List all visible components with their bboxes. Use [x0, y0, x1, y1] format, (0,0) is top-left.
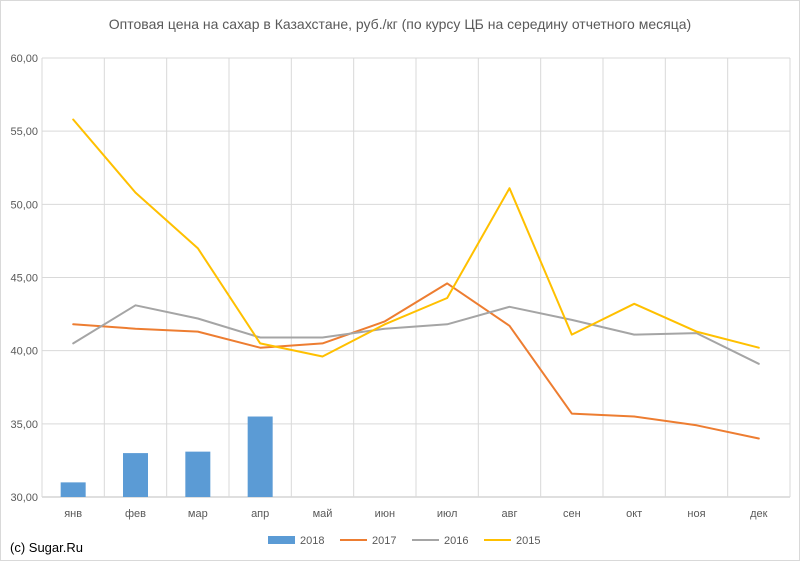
x-tick-label: янв	[64, 508, 82, 520]
y-tick-label: 35,00	[10, 419, 38, 431]
y-tick-label: 50,00	[10, 199, 38, 211]
y-tick-label: 30,00	[10, 492, 38, 504]
x-tick-label: мар	[188, 508, 208, 520]
x-tick-label: июл	[437, 508, 458, 520]
copyright-text: (c) Sugar.Ru	[10, 540, 83, 555]
x-tick-label: дек	[750, 508, 768, 520]
line-series-2016	[72, 304, 760, 365]
line-series-2015	[72, 118, 760, 358]
legend-label-2018: 2018	[300, 535, 324, 547]
x-tick-label: ноя	[687, 508, 705, 520]
y-tick-label: 45,00	[10, 273, 38, 285]
bar-2018	[185, 451, 211, 497]
bar-2018	[123, 453, 148, 497]
x-tick-label: сен	[563, 508, 581, 520]
legend-swatch-2018	[268, 536, 295, 544]
y-tick-label: 55,00	[10, 126, 38, 138]
y-tick-label: 60,00	[10, 53, 38, 65]
x-tick-label: май	[313, 508, 333, 520]
bar-2018	[60, 482, 86, 497]
line-series-2017	[72, 282, 760, 440]
x-tick-label: фев	[125, 508, 146, 520]
legend-label-2015: 2015	[516, 535, 540, 547]
x-tick-label: июн	[375, 508, 395, 520]
legend-label-2017: 2017	[372, 535, 396, 547]
x-tick-label: апр	[251, 508, 269, 520]
bar-2018	[247, 416, 273, 497]
x-tick-label: авг	[502, 508, 518, 520]
y-tick-label: 40,00	[10, 346, 38, 358]
x-tick-label: окт	[626, 508, 642, 520]
legend-label-2016: 2016	[444, 535, 468, 547]
chart-title: Оптовая цена на сахар в Казахстане, руб.…	[108, 16, 692, 32]
